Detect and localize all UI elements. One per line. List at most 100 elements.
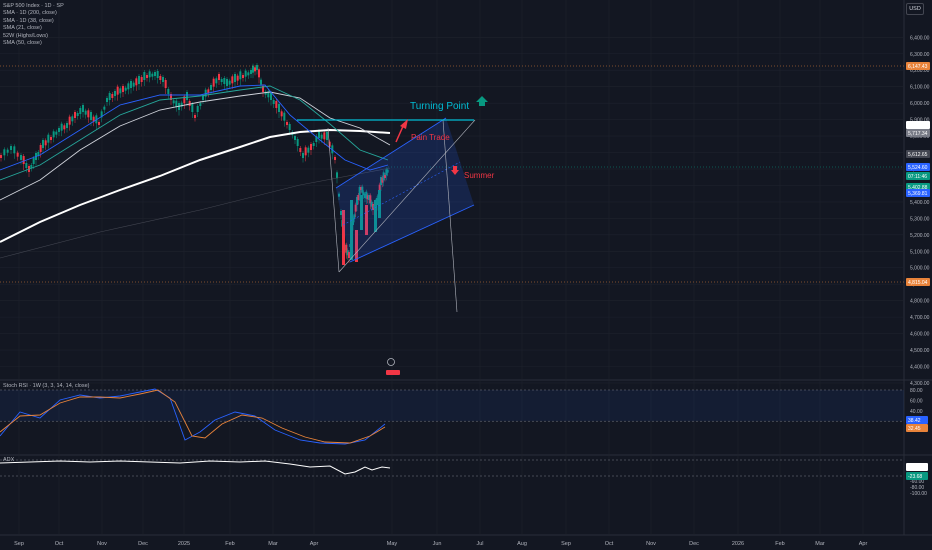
stoch-band [0,390,904,422]
candle-body [215,78,218,84]
price-tick-label: 5,400.00 [910,200,930,206]
candle-body [353,214,356,219]
candle-body [280,111,283,117]
time-axis-label: Oct [55,541,64,547]
oscillator-pane[interactable]: -20.00-40.00-60.00-80.00-100.00-10.44-23… [0,459,928,497]
candle-body [348,252,350,258]
candle-body [358,187,361,195]
price-tick-label: 4,400.00 [910,365,930,371]
stoch-tick-label: 60.00 [910,398,923,404]
candle-body [13,146,16,154]
legend-item[interactable]: SMA · 1D (200, close) [3,10,57,17]
candle-body [175,100,178,107]
candle-body [364,194,366,198]
legend-item[interactable]: SMA (50, close) [3,40,42,47]
earnings-marker-icon [386,370,400,375]
candle-body [37,152,40,156]
candle-body [108,93,111,100]
price-badge-label: 4,815.04 [908,280,928,286]
candle-body [196,106,199,112]
candle-body [25,163,28,168]
candle-body [106,98,108,102]
candle-body [239,71,242,80]
price-tick-label: 4,300.00 [910,381,930,387]
time-axis-label: Dec [689,541,699,547]
time-axis-label: Nov [97,541,107,547]
candle-body [170,94,172,100]
price-tick-label: 4,600.00 [910,332,930,338]
price-tick-label: 4,500.00 [910,348,930,354]
currency-button[interactable]: USD [906,3,924,15]
candle-body [247,72,250,76]
candle-body [340,211,342,215]
sma-200-line [0,128,391,243]
time-axis-label: Apr [859,541,868,547]
stoch-k-line [0,388,386,445]
price-axis[interactable]: 6,400.00 6,300.00 6,200.00 6,100.00 6,000.00… [906,35,930,387]
time-axis-label: Dec [138,541,148,547]
legend-title[interactable]: S&P 500 Index · 1D · SP [3,3,64,9]
legend-item[interactable]: SMA · 1D (38, close) [3,17,54,24]
candle-body [256,65,258,70]
candle-body [135,78,138,86]
candle-body [140,77,143,82]
stoch-badge [906,416,928,424]
candle-body [350,200,353,260]
candle-body [47,134,50,143]
candle-body [186,92,188,100]
grid-lines [0,0,904,535]
channel-upper-line [335,117,447,189]
channel-lower-line [349,204,475,263]
candle-body [223,78,226,84]
candle-body [385,169,388,176]
time-axis-label: 2026 [732,541,744,547]
price-badge [906,278,930,286]
candle-body [267,91,270,98]
candle-body [258,69,260,78]
candle-body [164,80,167,88]
candle-body [124,87,127,91]
candle-body [360,195,363,230]
candle-body [16,152,19,157]
stoch-badge-label: 32.45 [908,426,921,432]
candle-body [228,80,231,85]
price-pane[interactable] [0,63,904,283]
legend-item[interactable]: SMA (21, close) [3,25,42,32]
candle-body [334,157,336,160]
indicator-legend: S&P 500 Index · 1D · SP SMA · 1D (200, c… [3,3,64,47]
time-axis[interactable]: Sep Oct Nov Dec 2025 Feb Mar Apr May Jun Jul Aug Sep… [14,541,867,547]
candle-body [0,155,2,158]
candle-body [60,123,63,131]
candle-body [361,186,364,193]
drawings-layer[interactable]: Turning Point Pain Trade Summer [297,96,495,375]
candle-body [381,177,384,183]
time-axis-label: Oct [605,541,614,547]
stoch-d-line [0,389,386,444]
candle-body [382,172,385,181]
candle-body [360,187,362,190]
price-badge [906,62,930,70]
price-badge-label: 5,369.81 [908,191,928,197]
trend-line [338,119,476,273]
candle-body [242,75,244,78]
candle-body [39,145,42,152]
oscillator-title[interactable]: ADX [3,457,15,463]
stoch-rsi-title[interactable]: Stoch RSI · 1W (3, 3, 14, 14, close) [3,383,90,389]
price-badge [906,163,930,171]
candle-body [355,230,358,262]
candle-body [315,136,318,142]
candle-body [378,184,381,192]
candle-body [143,72,146,80]
legend-item[interactable]: 52W (Highs/Lows) [3,32,48,39]
price-badge-label: 5,717.34 [908,131,928,137]
candle-body [345,244,348,253]
candle-body [262,86,264,92]
candle-body [338,193,340,197]
price-tick-label: 5,200.00 [910,233,930,239]
price-badge-label: 5,612.65 [908,152,928,158]
candle-body [76,113,79,116]
candle-body [357,195,360,200]
candle-body [146,75,148,78]
